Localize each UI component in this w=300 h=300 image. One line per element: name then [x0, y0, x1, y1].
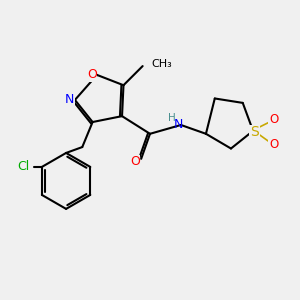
Text: O: O: [269, 113, 278, 126]
Text: O: O: [269, 138, 278, 151]
Text: S: S: [250, 125, 259, 139]
Text: N: N: [173, 118, 183, 131]
Text: Cl: Cl: [17, 160, 29, 173]
Text: H: H: [168, 113, 176, 124]
Text: CH₃: CH₃: [151, 59, 172, 69]
Text: O: O: [130, 155, 140, 168]
Text: N: N: [65, 93, 74, 106]
Text: O: O: [87, 68, 97, 81]
